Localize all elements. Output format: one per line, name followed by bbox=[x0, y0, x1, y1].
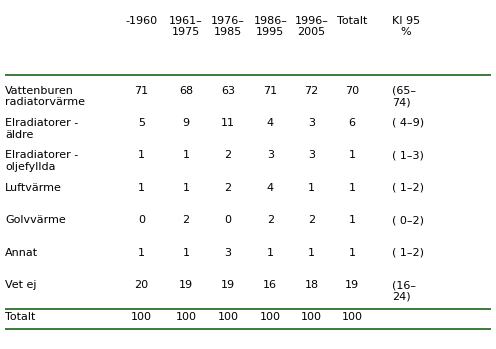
Text: 100: 100 bbox=[301, 312, 322, 322]
Text: 1961–
1975: 1961– 1975 bbox=[169, 16, 203, 37]
Text: 3: 3 bbox=[225, 248, 232, 258]
Text: 1: 1 bbox=[349, 150, 356, 161]
Text: 4: 4 bbox=[267, 118, 274, 128]
Text: Totalt: Totalt bbox=[337, 16, 368, 26]
Text: ( 1–2): ( 1–2) bbox=[392, 183, 424, 193]
Text: 1996–
2005: 1996– 2005 bbox=[295, 16, 328, 37]
Text: 20: 20 bbox=[134, 280, 148, 290]
Text: 100: 100 bbox=[218, 312, 239, 322]
Text: 2: 2 bbox=[308, 215, 315, 225]
Text: 2: 2 bbox=[225, 150, 232, 161]
Text: (65–
74): (65– 74) bbox=[392, 86, 416, 107]
Text: 2: 2 bbox=[183, 215, 189, 225]
Text: -1960: -1960 bbox=[125, 16, 157, 26]
Text: 1: 1 bbox=[183, 150, 189, 161]
Text: 19: 19 bbox=[345, 280, 359, 290]
Text: 70: 70 bbox=[345, 86, 359, 96]
Text: 1: 1 bbox=[308, 248, 315, 258]
Text: 2: 2 bbox=[267, 215, 274, 225]
Text: 68: 68 bbox=[179, 86, 193, 96]
Text: 11: 11 bbox=[221, 118, 235, 128]
Text: 71: 71 bbox=[263, 86, 277, 96]
Text: Elradiatorer -
äldre: Elradiatorer - äldre bbox=[5, 118, 78, 140]
Text: Elradiatorer -
oljefyllda: Elradiatorer - oljefyllda bbox=[5, 150, 78, 172]
Text: 3: 3 bbox=[267, 150, 274, 161]
Text: 71: 71 bbox=[134, 86, 148, 96]
Text: ( 1–2): ( 1–2) bbox=[392, 248, 424, 258]
Text: 19: 19 bbox=[221, 280, 235, 290]
Text: 72: 72 bbox=[305, 86, 318, 96]
Text: Golvvärme: Golvvärme bbox=[5, 215, 65, 225]
Text: ( 1–3): ( 1–3) bbox=[392, 150, 424, 161]
Text: KI 95
%: KI 95 % bbox=[392, 16, 420, 37]
Text: 100: 100 bbox=[176, 312, 196, 322]
Text: 0: 0 bbox=[225, 215, 232, 225]
Text: 1: 1 bbox=[349, 215, 356, 225]
Text: 5: 5 bbox=[138, 118, 145, 128]
Text: 63: 63 bbox=[221, 86, 235, 96]
Text: 1: 1 bbox=[138, 150, 145, 161]
Text: Vet ej: Vet ej bbox=[5, 280, 37, 290]
Text: 1: 1 bbox=[349, 248, 356, 258]
Text: 9: 9 bbox=[183, 118, 189, 128]
Text: 1976–
1985: 1976– 1985 bbox=[211, 16, 245, 37]
Text: ( 0–2): ( 0–2) bbox=[392, 215, 424, 225]
Text: 100: 100 bbox=[260, 312, 281, 322]
Text: Luftvärme: Luftvärme bbox=[5, 183, 62, 193]
Text: Annat: Annat bbox=[5, 248, 38, 258]
Text: Vattenburen
radiatorvärme: Vattenburen radiatorvärme bbox=[5, 86, 85, 107]
Text: 1: 1 bbox=[349, 183, 356, 193]
Text: 1: 1 bbox=[183, 248, 189, 258]
Text: 1986–
1995: 1986– 1995 bbox=[253, 16, 287, 37]
Text: 100: 100 bbox=[342, 312, 363, 322]
Text: 18: 18 bbox=[305, 280, 318, 290]
Text: 2: 2 bbox=[225, 183, 232, 193]
Text: 1: 1 bbox=[308, 183, 315, 193]
Text: 1: 1 bbox=[138, 248, 145, 258]
Text: (16–
24): (16– 24) bbox=[392, 280, 416, 302]
Text: Totalt: Totalt bbox=[5, 312, 35, 322]
Text: ( 4–9): ( 4–9) bbox=[392, 118, 424, 128]
Text: 4: 4 bbox=[267, 183, 274, 193]
Text: 19: 19 bbox=[179, 280, 193, 290]
Text: 3: 3 bbox=[308, 118, 315, 128]
Text: 100: 100 bbox=[131, 312, 152, 322]
Text: 1: 1 bbox=[183, 183, 189, 193]
Text: 3: 3 bbox=[308, 150, 315, 161]
Text: 1: 1 bbox=[138, 183, 145, 193]
Text: 0: 0 bbox=[138, 215, 145, 225]
Text: 16: 16 bbox=[263, 280, 277, 290]
Text: 1: 1 bbox=[267, 248, 274, 258]
Text: 6: 6 bbox=[349, 118, 356, 128]
